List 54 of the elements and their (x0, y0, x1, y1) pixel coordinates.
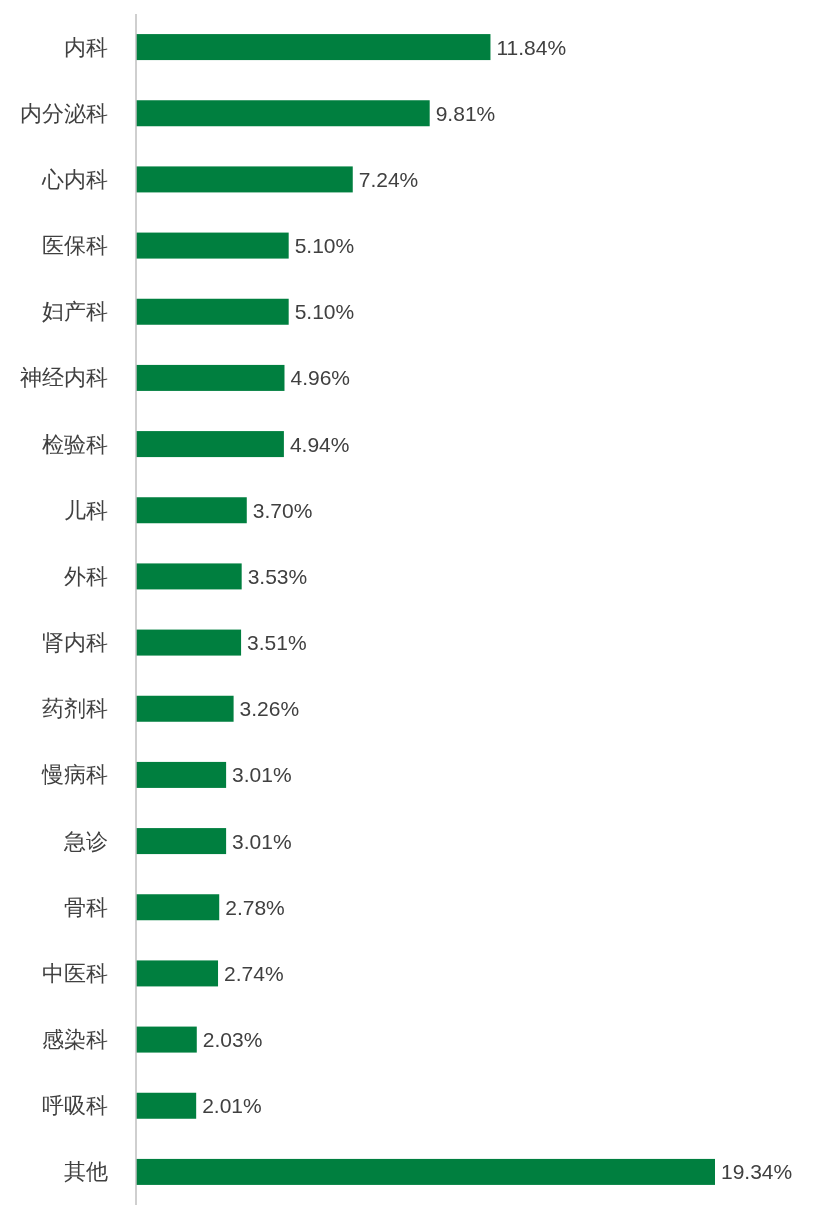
y-tick-label: 内分泌科 (20, 100, 108, 126)
data-label: 3.70% (252, 498, 313, 522)
bar (136, 828, 227, 855)
data-label: 2.03% (202, 1028, 263, 1052)
bar (136, 232, 289, 259)
y-tick-label: 骨科 (64, 894, 108, 920)
y-tick-label: 神经内科 (20, 365, 108, 391)
y-tick-label: 儿科 (64, 497, 108, 523)
data-label: 3.26% (239, 697, 300, 721)
data-label: 3.01% (232, 763, 292, 787)
data-label: 3.53% (247, 564, 308, 588)
data-label: 19.34% (721, 1160, 793, 1184)
data-label: 5.10% (294, 300, 355, 324)
bar (136, 364, 285, 391)
data-label: 4.96% (290, 366, 351, 390)
y-tick-label: 急诊 (63, 828, 108, 854)
y-tick-label: 医保科 (42, 233, 108, 259)
data-label: 3.51% (247, 631, 307, 655)
y-tick-label: 呼吸科 (42, 1093, 108, 1119)
data-label: 2.78% (225, 895, 285, 919)
y-tick-label: 慢病科 (41, 762, 108, 788)
bar (136, 1092, 197, 1119)
data-label: 7.24% (358, 167, 419, 191)
bar (136, 894, 220, 921)
bar (136, 695, 234, 722)
bar (136, 960, 219, 987)
y-tick-label: 外科 (64, 563, 108, 589)
bar (136, 34, 491, 61)
data-label: 11.84% (496, 35, 567, 59)
y-tick-label: 内科 (64, 34, 108, 60)
bar (136, 298, 289, 325)
y-tick-label: 中医科 (42, 960, 108, 986)
bar (136, 100, 430, 127)
y-tick-label: 心内科 (41, 166, 108, 192)
data-label: 2.01% (202, 1094, 262, 1118)
y-tick-label: 感染科 (42, 1027, 108, 1053)
bar (136, 629, 242, 656)
data-label: 9.81% (435, 101, 496, 125)
data-label: 3.01% (232, 829, 292, 853)
bar (136, 166, 353, 193)
y-tick-label: 肾内科 (42, 630, 108, 656)
data-label: 4.94% (289, 432, 350, 456)
y-tick-label: 其他 (64, 1159, 108, 1185)
bar (136, 431, 284, 458)
data-label: 2.74% (224, 961, 284, 985)
y-tick-label: 药剂科 (42, 696, 108, 722)
y-tick-label: 检验科 (42, 431, 108, 457)
data-label: 5.10% (294, 234, 355, 258)
bar (136, 761, 227, 788)
bar (136, 563, 242, 590)
y-tick-label: 妇产科 (42, 299, 108, 325)
bar (136, 1158, 715, 1185)
bar (136, 497, 247, 524)
bar (136, 1026, 197, 1053)
